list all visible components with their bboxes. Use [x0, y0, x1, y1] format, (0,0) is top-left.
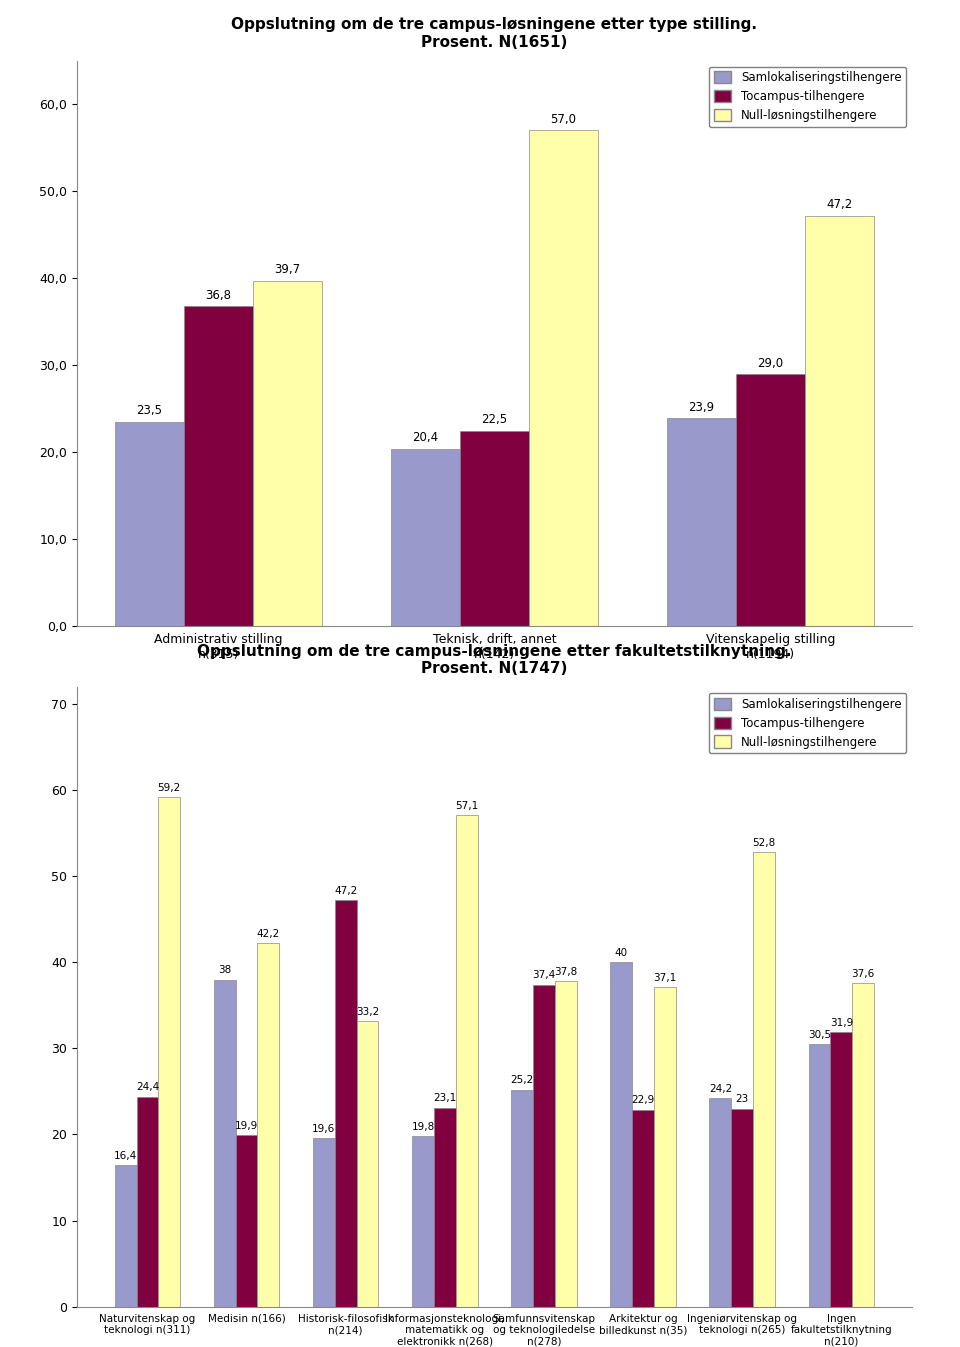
Bar	[456, 815, 477, 1307]
Bar	[753, 853, 775, 1307]
Bar	[136, 1096, 158, 1307]
Bar	[335, 900, 356, 1307]
Text: 40: 40	[614, 948, 628, 958]
Text: 25,2: 25,2	[511, 1075, 534, 1086]
Text: 37,8: 37,8	[554, 967, 577, 977]
Bar	[529, 131, 598, 626]
Bar	[356, 1021, 378, 1307]
Bar	[830, 1032, 852, 1307]
Text: 57,0: 57,0	[550, 113, 576, 125]
Bar	[852, 983, 874, 1307]
Bar	[412, 1137, 434, 1307]
Bar	[736, 374, 805, 626]
Text: 29,0: 29,0	[757, 357, 783, 369]
Text: 37,4: 37,4	[533, 970, 556, 981]
Legend: Samlokaliseringstilhengere, Tocampus-tilhengere, Null-løsningstilhengere: Samlokaliseringstilhengere, Tocampus-til…	[708, 66, 906, 127]
Bar	[512, 1090, 533, 1307]
Bar	[313, 1138, 335, 1307]
Bar	[115, 422, 183, 626]
Bar	[460, 431, 529, 626]
Text: 30,5: 30,5	[808, 1030, 831, 1040]
Bar	[633, 1110, 654, 1307]
Legend: Samlokaliseringstilhengere, Tocampus-tilhengere, Null-løsningstilhengere: Samlokaliseringstilhengere, Tocampus-til…	[708, 692, 906, 753]
Text: 57,1: 57,1	[455, 801, 478, 811]
Text: 37,6: 37,6	[852, 968, 875, 979]
Text: 24,2: 24,2	[708, 1084, 732, 1094]
Text: 16,4: 16,4	[114, 1152, 137, 1161]
Bar	[667, 419, 736, 626]
Text: 38: 38	[218, 966, 231, 975]
Bar	[391, 449, 460, 626]
Bar	[214, 979, 236, 1307]
Bar	[252, 280, 322, 626]
Text: 52,8: 52,8	[753, 838, 776, 847]
Bar	[654, 987, 676, 1307]
Text: 37,1: 37,1	[653, 973, 677, 983]
Title: Oppslutning om de tre campus-løsningene etter type stilling.
Prosent. N(1651): Oppslutning om de tre campus-løsningene …	[231, 18, 757, 50]
Text: 39,7: 39,7	[275, 264, 300, 276]
Text: 23: 23	[735, 1094, 749, 1105]
Text: 19,9: 19,9	[235, 1121, 258, 1131]
Text: 42,2: 42,2	[256, 929, 280, 939]
Text: 23,1: 23,1	[433, 1094, 456, 1103]
Bar	[709, 1098, 732, 1307]
Text: 19,6: 19,6	[312, 1123, 336, 1134]
Bar	[611, 962, 633, 1307]
Text: 22,5: 22,5	[481, 414, 508, 426]
Bar	[808, 1044, 830, 1307]
Bar	[732, 1109, 753, 1307]
Text: 19,8: 19,8	[412, 1122, 435, 1131]
Text: 22,9: 22,9	[632, 1095, 655, 1105]
Text: 20,4: 20,4	[412, 431, 439, 445]
Title: Oppslutning om de tre campus-løsningene etter fakultetstilknytning.
Prosent. N(1: Oppslutning om de tre campus-løsningene …	[197, 644, 792, 676]
Text: 33,2: 33,2	[356, 1006, 379, 1017]
Text: 36,8: 36,8	[205, 288, 231, 302]
Bar	[805, 216, 874, 626]
Bar	[257, 943, 279, 1307]
Text: 23,5: 23,5	[136, 404, 162, 418]
Text: 31,9: 31,9	[829, 1018, 852, 1028]
Bar	[236, 1136, 257, 1307]
Bar	[533, 985, 555, 1307]
Bar	[158, 797, 180, 1307]
Bar	[434, 1107, 456, 1307]
Text: 47,2: 47,2	[334, 886, 357, 896]
Text: 23,9: 23,9	[688, 401, 714, 414]
Bar	[115, 1165, 136, 1307]
Bar	[183, 306, 252, 626]
Text: 59,2: 59,2	[157, 783, 180, 793]
Text: 24,4: 24,4	[136, 1082, 159, 1092]
Text: 47,2: 47,2	[827, 198, 852, 211]
Bar	[555, 982, 577, 1307]
